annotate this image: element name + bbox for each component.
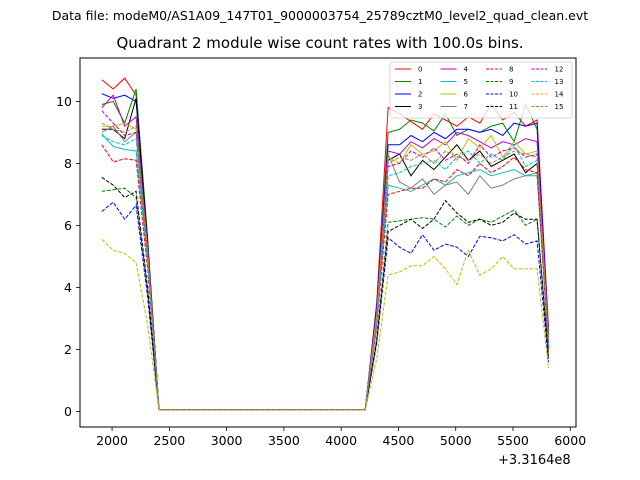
- series-line-10: [101, 201, 549, 411]
- legend-label-2: 2: [418, 91, 422, 99]
- legend-label-10: 10: [509, 91, 518, 99]
- y-tick-label: 10: [56, 94, 72, 109]
- legend-label-6: 6: [464, 91, 469, 99]
- chart-title: Quadrant 2 module wise count rates with …: [116, 34, 524, 52]
- series-line-7: [101, 125, 549, 411]
- series-line-0: [101, 77, 549, 411]
- x-tick-label: 2500: [153, 433, 185, 448]
- legend-label-13: 13: [555, 78, 564, 86]
- series-line-5: [101, 133, 549, 411]
- series-line-15: [101, 122, 549, 411]
- legend-label-5: 5: [464, 78, 468, 86]
- data-file-supertitle: Data file: modeM0/AS1A09_147T01_90000037…: [51, 8, 589, 23]
- legend-label-14: 14: [555, 91, 564, 99]
- legend-label-0: 0: [418, 66, 422, 74]
- x-tick-label: 5500: [497, 433, 529, 448]
- plot-lines: [101, 77, 549, 411]
- x-tick-label: 4000: [325, 433, 357, 448]
- series-line-14: [101, 239, 549, 411]
- series-line-9: [101, 187, 549, 411]
- series-line-2: [101, 93, 549, 411]
- y-tick-label: 0: [64, 404, 72, 419]
- legend-label-1: 1: [418, 78, 422, 86]
- x-axis-offset-label: +3.3164e8: [498, 453, 571, 468]
- series-line-6: [101, 122, 549, 411]
- series-line-11: [101, 176, 549, 411]
- y-tick-label: 6: [64, 218, 72, 233]
- x-tick-label: 3500: [268, 433, 300, 448]
- x-tick-label: 4500: [383, 433, 415, 448]
- series-line-4: [101, 94, 549, 411]
- y-tick-label: 4: [64, 280, 72, 295]
- x-tick-label: 6000: [554, 433, 586, 448]
- y-axis: 0 2 4 6 8 10: [56, 94, 80, 419]
- legend-label-3: 3: [418, 103, 422, 111]
- legend-label-11: 11: [509, 103, 518, 111]
- series-line-13: [101, 135, 549, 411]
- legend-label-4: 4: [464, 66, 469, 74]
- series-line-1: [101, 88, 549, 411]
- series-line-8: [101, 144, 549, 411]
- legend-frame: [389, 61, 573, 119]
- axes-frame: [79, 57, 577, 428]
- legend-label-9: 9: [509, 78, 513, 86]
- x-tick-label: 3000: [211, 433, 243, 448]
- series-line-3: [101, 98, 549, 411]
- x-tick-label: 2000: [96, 433, 128, 448]
- x-axis: 2000 2500 3000 3500 4000 4500 5000 5500 6000: [96, 427, 586, 448]
- x-tick-label: 5000: [440, 433, 472, 448]
- y-tick-label: 8: [64, 156, 72, 171]
- legend-label-8: 8: [509, 66, 513, 74]
- legend-label-12: 12: [555, 66, 564, 74]
- legend-label-15: 15: [555, 103, 564, 111]
- y-tick-label: 2: [64, 342, 72, 357]
- legend-label-7: 7: [464, 103, 468, 111]
